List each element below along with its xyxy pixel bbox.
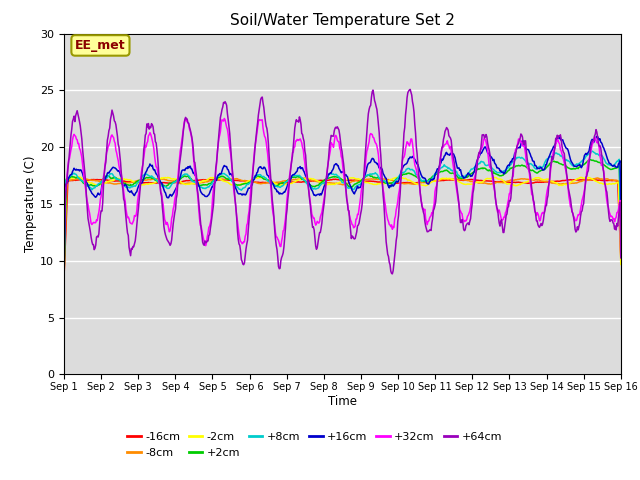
+64cm <box>406 86 414 92</box>
+16cm <box>184 164 192 169</box>
+32cm <box>214 142 222 147</box>
-8cm <box>184 180 192 186</box>
+64cm <box>617 255 625 261</box>
-2cm <box>617 262 625 267</box>
+16cm <box>617 204 625 209</box>
+2cm <box>586 157 594 163</box>
+2cm <box>426 176 434 181</box>
-16cm <box>332 176 340 182</box>
-2cm <box>185 181 193 187</box>
Line: +2cm: +2cm <box>64 160 621 277</box>
Line: +16cm: +16cm <box>64 136 621 280</box>
-16cm <box>428 179 435 184</box>
-16cm <box>214 177 221 183</box>
+32cm <box>185 121 193 127</box>
-2cm <box>214 175 222 181</box>
+32cm <box>617 254 625 260</box>
+8cm <box>426 177 434 183</box>
+32cm <box>70 132 78 137</box>
+8cm <box>410 168 418 174</box>
-8cm <box>426 179 434 185</box>
-8cm <box>127 179 135 185</box>
-16cm <box>70 177 78 183</box>
-8cm <box>617 251 625 257</box>
+32cm <box>411 162 419 168</box>
+64cm <box>428 220 436 226</box>
-16cm <box>60 275 68 280</box>
-16cm <box>184 178 192 183</box>
+8cm <box>127 183 135 189</box>
-16cm <box>127 179 135 185</box>
+8cm <box>617 233 625 239</box>
+2cm <box>617 226 625 232</box>
Text: EE_met: EE_met <box>75 39 126 52</box>
+16cm <box>593 133 600 139</box>
Line: -8cm: -8cm <box>64 178 621 278</box>
-2cm <box>70 175 78 181</box>
+32cm <box>182 116 189 121</box>
+64cm <box>214 151 221 156</box>
X-axis label: Time: Time <box>328 395 357 408</box>
-8cm <box>214 177 221 183</box>
-2cm <box>75 174 83 180</box>
-8cm <box>410 181 418 187</box>
-2cm <box>128 178 136 184</box>
Line: +8cm: +8cm <box>64 151 621 258</box>
+64cm <box>60 264 68 270</box>
+16cm <box>426 178 434 184</box>
+8cm <box>588 148 596 154</box>
+2cm <box>184 173 192 179</box>
+16cm <box>127 188 135 193</box>
+64cm <box>70 113 78 119</box>
Legend: -16cm, -8cm, -2cm, +2cm, +8cm, +16cm, +32cm, +64cm: -16cm, -8cm, -2cm, +2cm, +8cm, +16cm, +3… <box>123 428 506 462</box>
+32cm <box>127 221 135 227</box>
+2cm <box>70 174 78 180</box>
+64cm <box>127 246 135 252</box>
+2cm <box>60 274 68 280</box>
-8cm <box>70 177 78 182</box>
-16cm <box>411 180 419 186</box>
+8cm <box>184 172 192 178</box>
Y-axis label: Temperature (C): Temperature (C) <box>24 156 37 252</box>
Line: +32cm: +32cm <box>64 119 621 257</box>
-16cm <box>617 256 625 262</box>
+32cm <box>428 213 435 218</box>
+8cm <box>60 255 68 261</box>
+16cm <box>70 165 78 171</box>
+2cm <box>214 175 221 180</box>
+16cm <box>214 174 221 180</box>
+8cm <box>70 170 78 176</box>
Line: -2cm: -2cm <box>64 177 621 264</box>
+16cm <box>410 156 418 161</box>
-8cm <box>594 175 602 181</box>
Line: -16cm: -16cm <box>64 179 621 277</box>
Line: +64cm: +64cm <box>64 89 621 274</box>
+32cm <box>60 250 68 255</box>
+64cm <box>184 120 192 125</box>
+2cm <box>410 173 418 179</box>
-2cm <box>428 180 435 185</box>
-2cm <box>411 180 419 186</box>
-8cm <box>60 275 68 281</box>
+64cm <box>412 131 419 136</box>
-2cm <box>60 261 68 267</box>
+16cm <box>60 277 68 283</box>
Title: Soil/Water Temperature Set 2: Soil/Water Temperature Set 2 <box>230 13 455 28</box>
+2cm <box>127 182 135 188</box>
+64cm <box>388 271 396 277</box>
+8cm <box>214 174 221 180</box>
